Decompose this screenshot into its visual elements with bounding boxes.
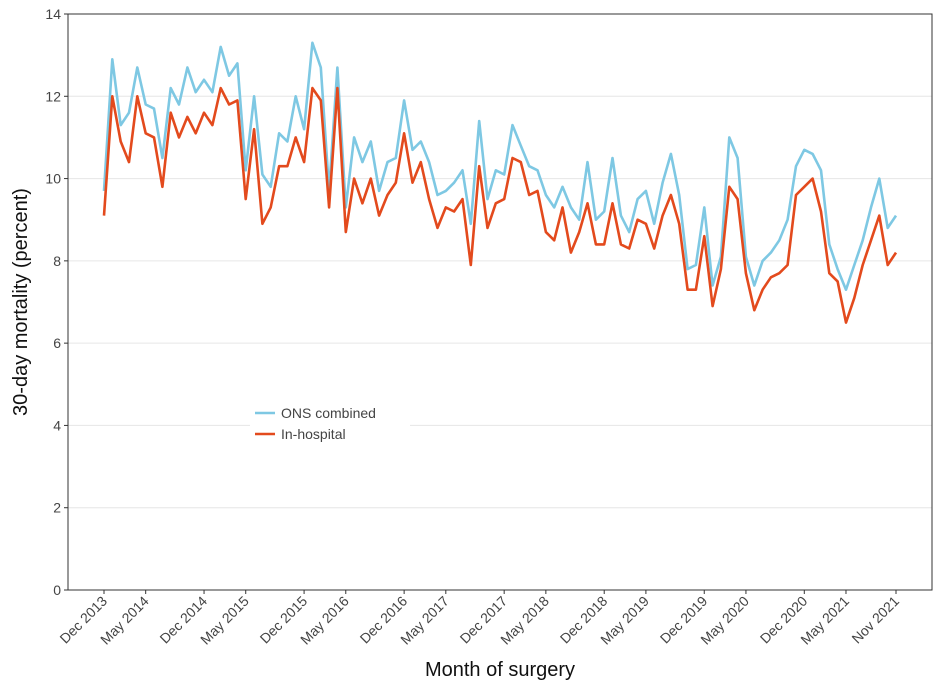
x-axis-title: Month of surgery: [425, 659, 575, 681]
y-tick-label: 8: [53, 253, 61, 269]
y-tick-label: 0: [53, 582, 61, 598]
y-tick-label: 2: [53, 500, 61, 516]
y-tick-label: 6: [53, 335, 61, 351]
plot-frame: [67, 13, 933, 591]
x-tick-label: Nov 2021: [848, 593, 902, 647]
y-tick-label: 14: [45, 6, 61, 22]
y-tick-label: 12: [45, 88, 61, 104]
line-series: [102, 86, 898, 324]
legend-label: In-hospital: [281, 426, 346, 442]
line-series: [102, 41, 898, 292]
y-axis-title: 30-day mortality (percent): [10, 188, 32, 416]
legend-box: [250, 397, 410, 445]
y-tick-label: 10: [45, 171, 61, 187]
y-tick-label: 4: [53, 417, 61, 433]
legend-label: ONS combined: [281, 405, 376, 421]
